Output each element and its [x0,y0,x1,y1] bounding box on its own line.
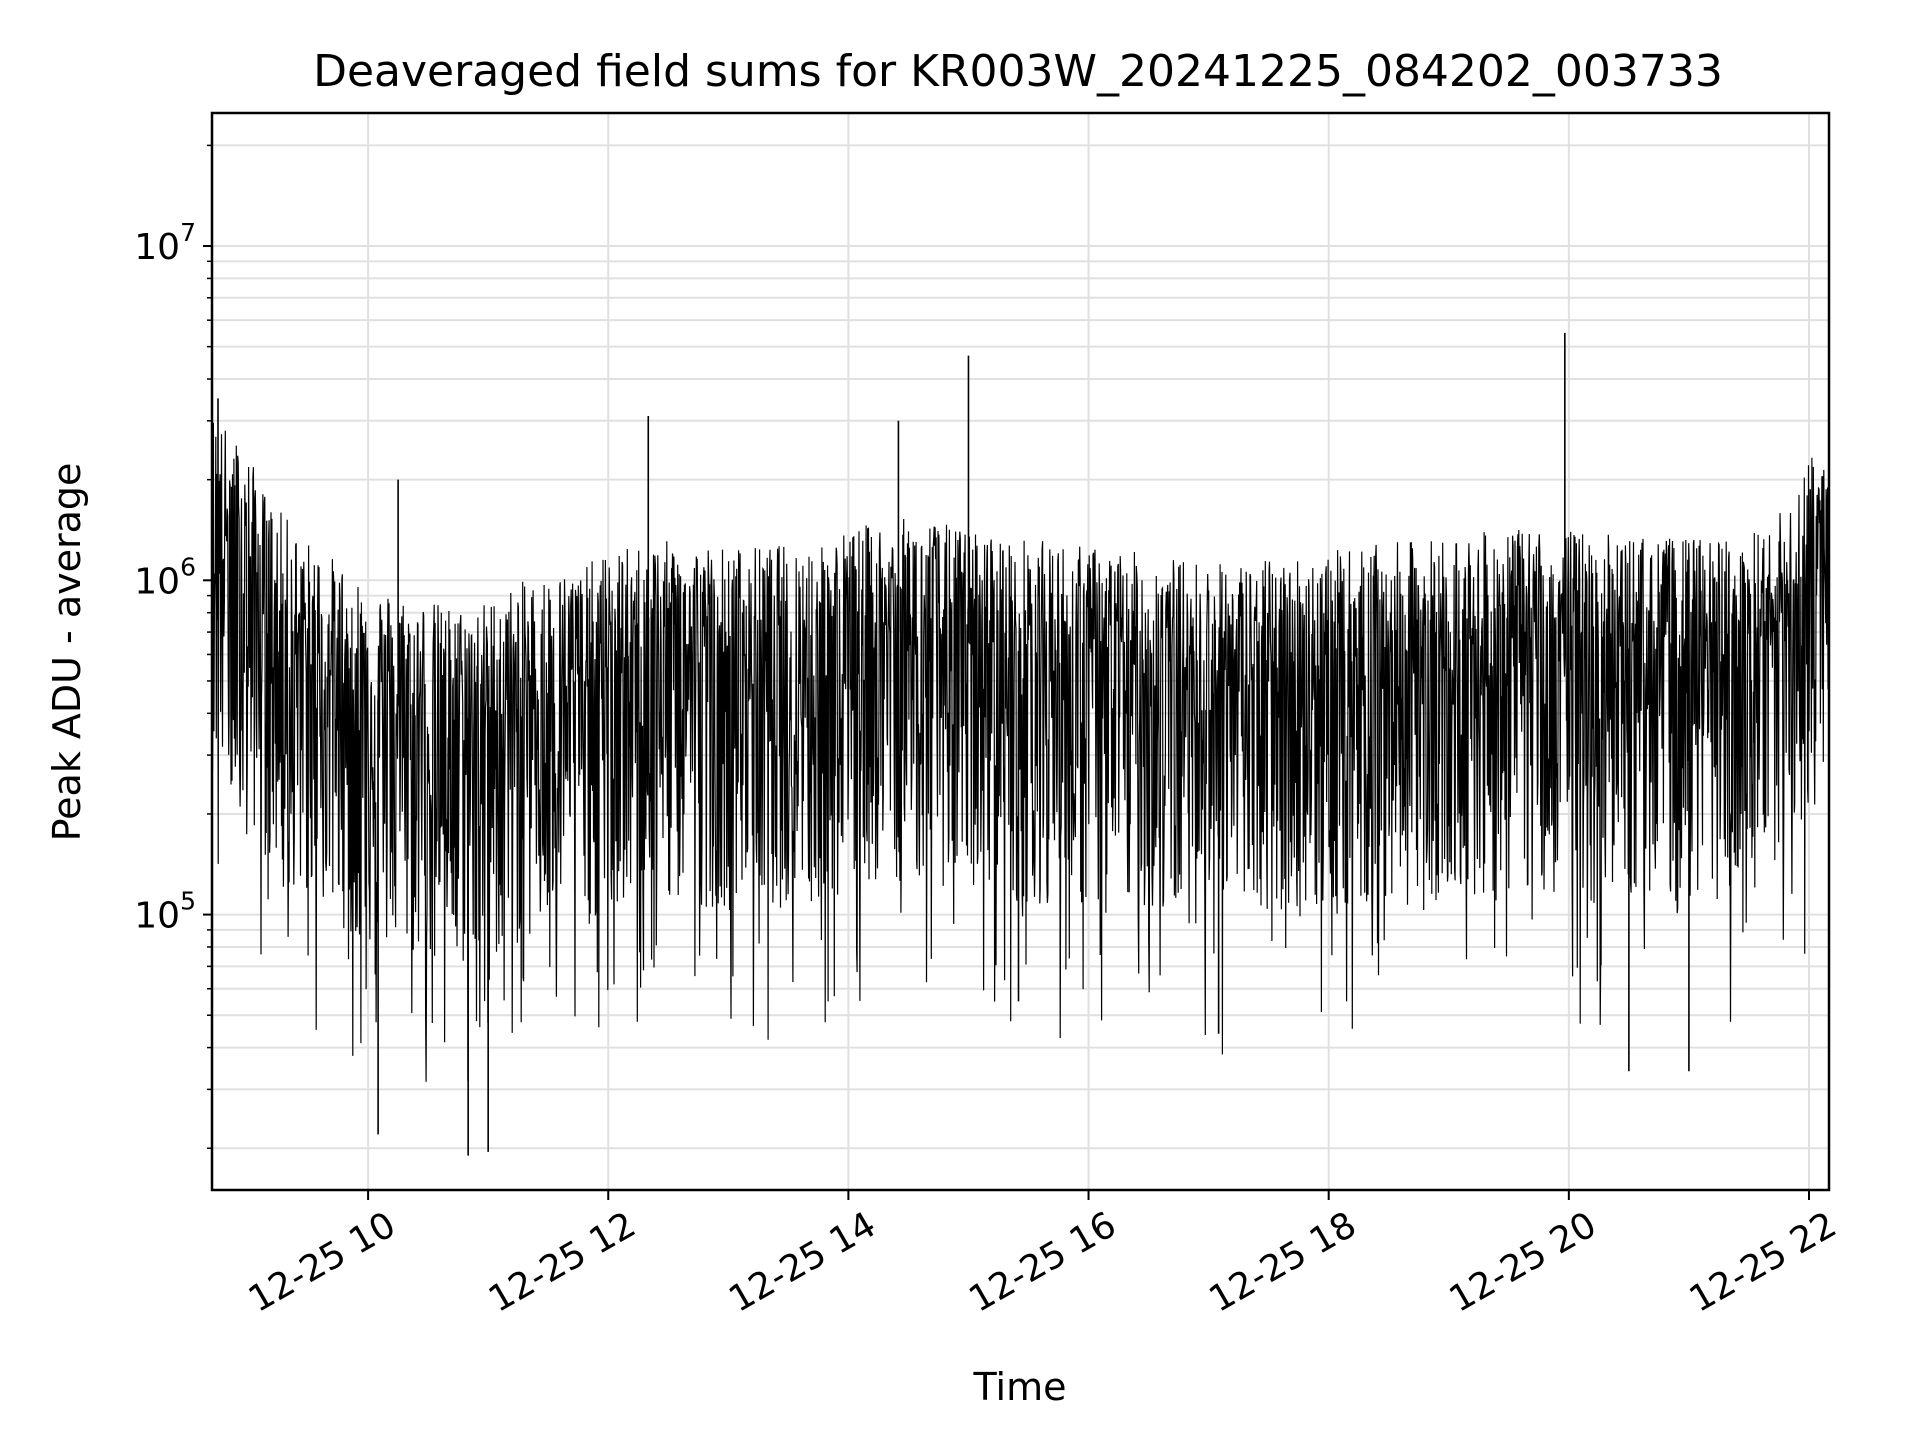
y-axis: 105 106 107 [134,144,212,1149]
y-tick-label: 105 [134,887,196,937]
y-axis-label: Peak ADU - average [45,463,89,842]
x-axis: 12-25 10 12-25 12 12-25 14 12-25 16 12-25 18… [242,1190,1844,1321]
x-axis-label: Time [973,1365,1067,1409]
series-line-group [211,325,1830,1156]
x-tick-label: 12-25 14 [722,1204,883,1320]
y-tick-label: 107 [134,218,196,268]
plot-area-frame [210,111,1831,1192]
chart-title: Deaveraged field sums for KR003W_2024122… [313,46,1723,97]
x-tick-label: 12-25 22 [1683,1204,1844,1320]
x-tick-label: 12-25 12 [482,1204,643,1320]
series-line [211,422,1830,1082]
x-tick-label: 12-25 20 [1443,1204,1604,1320]
x-tick-label: 12-25 18 [1203,1204,1364,1320]
x-tick-label: 12-25 16 [962,1204,1123,1320]
x-tick-label: 12-25 10 [242,1204,403,1320]
y-tick-label: 106 [134,552,196,602]
